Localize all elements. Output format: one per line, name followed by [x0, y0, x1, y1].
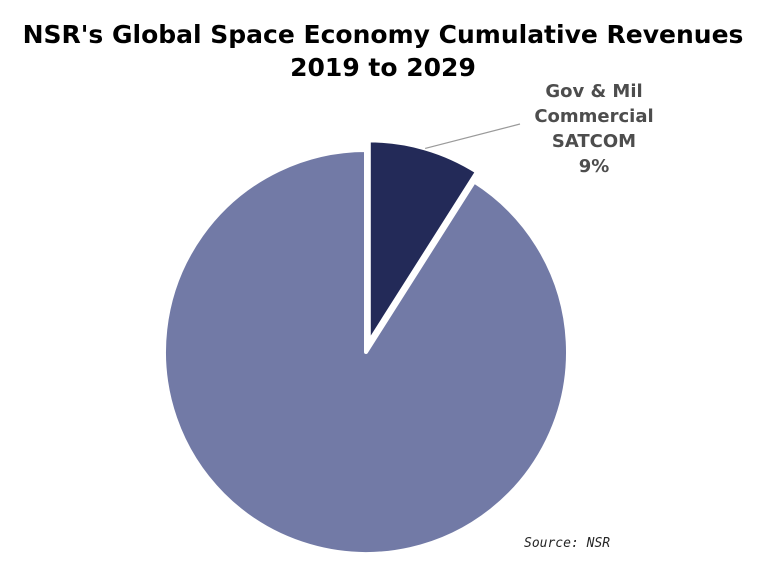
- chart-title-line-1: NSR's Global Space Economy Cumulative Re…: [22, 20, 744, 49]
- slice-label-leader-line: [424, 123, 521, 149]
- slice-label-line-2: Commercial: [534, 106, 653, 127]
- source-note: Source: NSR: [524, 536, 611, 551]
- pie-slice-2: [162, 148, 570, 556]
- chart-title: NSR's Global Space Economy Cumulative Re…: [0, 18, 766, 84]
- pie-slices: [162, 138, 570, 556]
- slice-label-line-4: 9%: [579, 156, 610, 177]
- slice-label: Gov & Mil Commercial SATCOM 9%: [534, 81, 653, 177]
- slice-label-line-3: SATCOM: [552, 131, 636, 152]
- chart-title-line-2: 2019 to 2029: [290, 53, 476, 82]
- slice-label-line-1: Gov & Mil: [545, 81, 642, 102]
